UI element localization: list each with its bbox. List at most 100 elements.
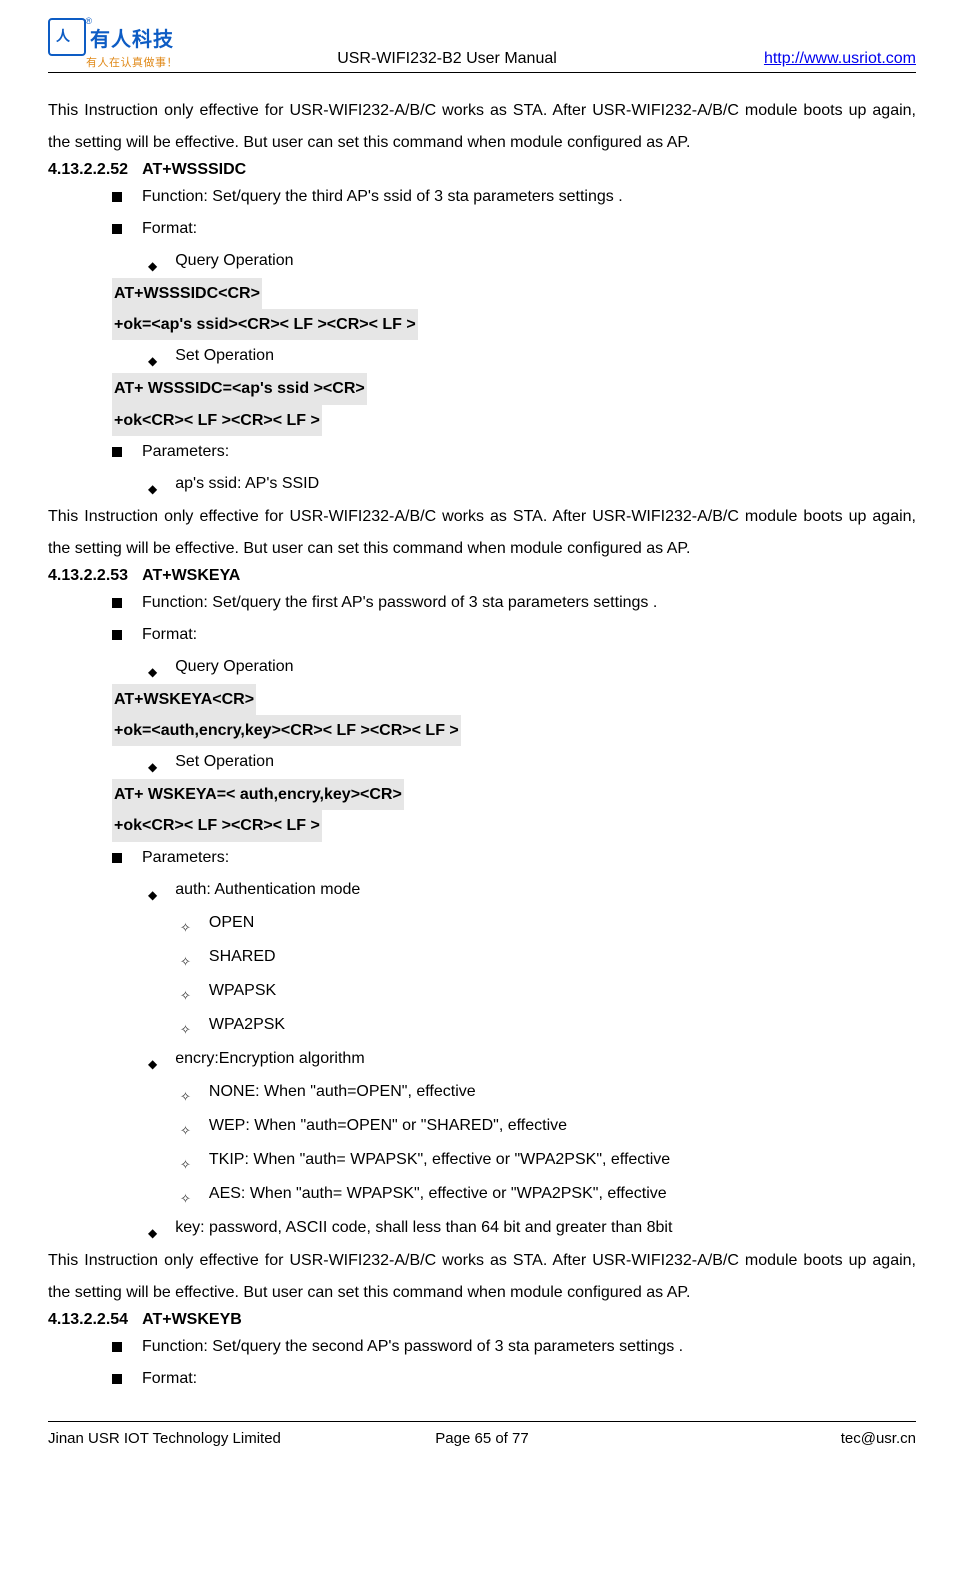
value: Set/query the second AP's password of 3 … [212,1338,683,1355]
open-diamond-bullet-icon: ✧ [180,949,191,975]
label: Function: [142,594,212,611]
value: WPAPSK [209,975,276,1009]
header-link-wrap: http://www.usriot.com [716,50,916,70]
list-item: ✧ SHARED [180,941,916,975]
value: key: password, ASCII code, shall less th… [175,1212,672,1245]
value: OPEN [209,907,254,941]
value: Set Operation [175,340,274,373]
section-title: AT+WSSSIDC [142,161,246,178]
page-footer: Jinan USR IOT Technology Limited Page 65… [48,1421,916,1447]
list-item: Format: [112,619,916,651]
label: Function: [142,188,212,205]
diamond-bullet-icon: ◆ [148,254,157,278]
header-title: USR-WIFI232-B2 User Manual [178,50,716,70]
list-item: ✧ WPA2PSK [180,1009,916,1043]
list-item: Function: Set/query the first AP's passw… [112,587,916,619]
open-diamond-bullet-icon: ✧ [180,1084,191,1110]
code-line: AT+ WSSSIDC=<ap's ssid ><CR> [112,373,367,404]
list-item: Format: [112,1363,916,1395]
logo-text-sub: 有人在认真做事！ [48,54,178,70]
label: Format: [142,213,197,245]
open-diamond-bullet-icon: ✧ [180,1017,191,1043]
square-bullet-icon [112,192,122,202]
value: Query Operation [175,245,293,278]
intro-paragraph-3: This Instruction only effective for USR-… [48,1245,916,1309]
open-diamond-bullet-icon: ✧ [180,983,191,1009]
list-item: Function: Set/query the second AP's pass… [112,1331,916,1363]
code-line: AT+ WSKEYA=< auth,encry,key><CR> [112,779,404,810]
square-bullet-icon [112,1342,122,1352]
logo: ® 人 有人科技 有人在认真做事！ [48,18,178,70]
square-bullet-icon [112,1374,122,1384]
section-heading-54: 4.13.2.2.54 AT+WSKEYB [48,1311,916,1329]
value: SHARED [209,941,276,975]
label: Format: [142,619,197,651]
diamond-bullet-icon: ◆ [148,1221,157,1245]
section-number: 4.13.2.2.54 [48,1311,128,1328]
section-heading-52: 4.13.2.2.52 AT+WSSSIDC [48,161,916,179]
list-item: Parameters: [112,842,916,874]
list-item: Function: Set/query the third AP's ssid … [112,181,916,213]
section-title: AT+WSKEYB [142,1311,242,1328]
list-item: ◆ Query Operation [148,651,916,684]
list-item: ✧ AES: When "auth= WPAPSK", effective or … [180,1178,916,1212]
footer-right: tec@usr.cn [627,1430,916,1447]
label: Function: [142,1338,212,1355]
value: TKIP: When "auth= WPAPSK", effective or … [209,1144,670,1178]
diamond-bullet-icon: ◆ [148,1052,157,1076]
code-line: +ok<CR>< LF ><CR>< LF > [112,405,322,436]
section-number: 4.13.2.2.52 [48,161,128,178]
logo-mark-icon: ® 人 [48,18,86,56]
list-item: ◆ auth: Authentication mode [148,874,916,907]
list-item: ✧ WEP: When "auth=OPEN" or "SHARED", effe… [180,1110,916,1144]
page-header: ® 人 有人科技 有人在认真做事！ USR-WIFI232-B2 User Ma… [48,18,916,73]
value: Set/query the first AP's password of 3 s… [212,594,657,611]
value: AES: When "auth= WPAPSK", effective or "… [209,1178,667,1212]
list-item: ◆ Query Operation [148,245,916,278]
value: NONE: When "auth=OPEN", effective [209,1076,476,1110]
code-line: AT+WSSSIDC<CR> [112,278,262,309]
list-item: ✧ NONE: When "auth=OPEN", effective [180,1076,916,1110]
label: Format: [142,1363,197,1395]
code-line: +ok<CR>< LF ><CR>< LF > [112,810,322,841]
open-diamond-bullet-icon: ✧ [180,1118,191,1144]
value: encry:Encryption algorithm [175,1043,364,1076]
list-item: ✧ TKIP: When "auth= WPAPSK", effective or… [180,1144,916,1178]
intro-paragraph-2: This Instruction only effective for USR-… [48,501,916,565]
section-heading-53: 4.13.2.2.53 AT+WSKEYA [48,567,916,585]
footer-left: Jinan USR IOT Technology Limited [48,1430,337,1447]
open-diamond-bullet-icon: ✧ [180,1186,191,1212]
logo-text-main: 有人科技 [90,23,174,52]
value: WEP: When "auth=OPEN" or "SHARED", effec… [209,1110,567,1144]
section-number: 4.13.2.2.53 [48,567,128,584]
code-line: AT+WSKEYA<CR> [112,684,256,715]
open-diamond-bullet-icon: ✧ [180,1152,191,1178]
list-item: ◆ ap's ssid: AP's SSID [148,468,916,501]
code-line: +ok=<auth,encry,key><CR>< LF ><CR>< LF > [112,715,461,746]
square-bullet-icon [112,630,122,640]
diamond-bullet-icon: ◆ [148,349,157,373]
header-link[interactable]: http://www.usriot.com [764,50,916,67]
diamond-bullet-icon: ◆ [148,477,157,501]
section-title: AT+WSKEYA [142,567,240,584]
code-line: +ok=<ap's ssid><CR>< LF ><CR>< LF > [112,309,418,340]
value: Set Operation [175,746,274,779]
diamond-bullet-icon: ◆ [148,883,157,907]
list-item: ◆ Set Operation [148,746,916,779]
list-item: ◆ key: password, ASCII code, shall less … [148,1212,916,1245]
list-item: ✧OPEN [180,907,916,941]
square-bullet-icon [112,447,122,457]
square-bullet-icon [112,224,122,234]
value: Query Operation [175,651,293,684]
intro-paragraph-1: This Instruction only effective for USR-… [48,95,916,159]
value: WPA2PSK [209,1009,285,1043]
square-bullet-icon [112,853,122,863]
square-bullet-icon [112,598,122,608]
value: ap's ssid: AP's SSID [175,468,319,501]
diamond-bullet-icon: ◆ [148,755,157,779]
label: Parameters: [142,436,229,468]
list-item: ✧ WPAPSK [180,975,916,1009]
list-item: Parameters: [112,436,916,468]
list-item: Format: [112,213,916,245]
footer-center: Page 65 of 77 [337,1430,626,1447]
